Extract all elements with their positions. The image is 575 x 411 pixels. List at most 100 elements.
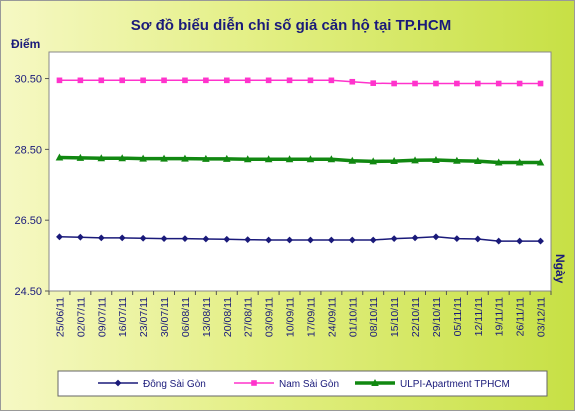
x-tick-label: 23/07/11 [138,297,150,337]
data-point [390,235,398,242]
data-point [202,154,210,162]
data-point [97,234,105,242]
x-tick-label: 06/08/11 [180,297,192,337]
data-point [411,156,419,164]
series-line [59,236,541,242]
x-tick-label: 12/11/11 [473,297,485,336]
x-tick-label: 15/10/11 [389,297,401,337]
data-point [391,80,397,87]
x-tick-label: 16/07/11 [117,297,129,337]
legend-marker [251,380,257,386]
x-tick-label: 20/08/11 [222,297,234,337]
chart-title: Sơ đồ biểu diễn chỉ số giá căn hộ tại TP… [131,17,451,34]
legend-items: Đông Sài Gòn Nam Sài Gòn ULPI-Apartment TP… [98,379,510,390]
data-point [119,77,126,84]
plot-area [48,51,552,292]
y-tick-label: 30.50 [14,74,42,86]
x-axis-label: Ngày [553,254,567,284]
data-point [474,235,482,243]
data-point [160,235,168,242]
legend-marker [371,379,379,386]
x-tick-label: 30/07/11 [159,297,171,337]
data-point [411,234,419,242]
x-tick-label: 17/09/11 [305,297,317,337]
data-point [306,155,315,163]
data-point [495,237,503,245]
data-point [203,77,209,84]
data-point [286,236,293,244]
data-point [454,80,460,87]
x-axis: 25/06/11 02/07/11 09/07/11 16/07/11 23/07/11… [48,291,552,337]
data-point [515,158,524,166]
data-point [328,77,335,84]
data-point [327,155,336,163]
data-point [243,155,252,163]
data-point [432,155,440,163]
data-point [433,80,439,87]
data-point [453,235,461,242]
series-2 [55,153,545,166]
x-tick-label: 09/07/11 [96,297,108,337]
legend [57,370,548,397]
data-point [160,154,168,162]
y-axis-label: Điểm [11,37,40,51]
series-layer [55,77,545,245]
x-tick-label: 19/11/11 [494,297,506,336]
data-point [516,237,524,245]
data-point [495,80,502,87]
x-tick-label: 10/09/11 [285,297,297,337]
data-point [77,77,84,84]
legend-marker [114,379,122,387]
x-tick-label: 27/08/11 [243,297,255,337]
data-point [118,234,126,242]
data-point [536,158,545,166]
data-point [97,154,106,162]
data-point [181,154,189,162]
data-point [161,77,167,84]
x-tick-label: 01/10/11 [347,297,359,337]
legend-label: Nam Sài Gòn [279,379,339,390]
data-point [265,77,272,84]
data-point [223,77,230,84]
data-point [139,234,147,242]
data-point [348,156,357,164]
data-point [244,77,251,84]
data-point [327,236,335,244]
x-tick-label: 03/12/11 [536,297,548,337]
y-tick-label: 26.50 [14,215,42,227]
data-point [244,236,252,244]
data-point [494,158,503,166]
data-point [516,80,523,87]
series-line [59,79,541,85]
data-point [286,77,293,84]
x-tick-label: 02/07/11 [75,297,87,337]
data-point [139,154,147,162]
series-line [59,155,541,165]
x-tick-label: 03/09/11 [264,297,276,337]
y-tick-label: 28.50 [14,144,42,156]
data-point [432,233,440,241]
data-point [412,80,418,87]
data-point [349,78,356,85]
legend-label: ULPI-Apartment TPHCM [400,379,510,390]
x-tick-label: 24/09/11 [326,297,338,337]
data-point [453,156,461,164]
x-tick-label: 29/10/11 [431,297,443,337]
series-0 [56,233,544,245]
series-1 [56,77,544,87]
data-point [369,157,378,165]
legend-label: Đông Sài Gòn [143,379,206,390]
data-point [369,236,377,244]
data-point [285,155,294,163]
data-point [76,153,85,161]
data-point [265,236,273,244]
data-point [348,236,356,244]
data-point [390,157,398,165]
data-point [140,77,146,84]
data-point [370,80,377,86]
data-point [181,235,189,242]
data-point [537,80,544,87]
data-point [264,155,273,163]
data-point [56,77,63,84]
